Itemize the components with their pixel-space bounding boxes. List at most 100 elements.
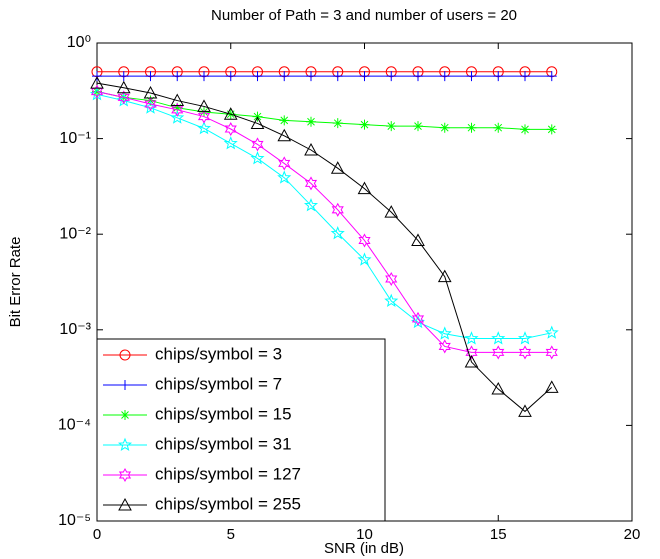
data-point bbox=[330, 226, 345, 240]
data-point bbox=[439, 71, 450, 82]
data-point bbox=[357, 252, 372, 266]
legend-label: chips/symbol = 3 bbox=[155, 344, 282, 363]
data-point bbox=[332, 118, 343, 129]
data-point bbox=[278, 156, 291, 171]
data-point bbox=[306, 71, 316, 82]
data-point bbox=[546, 71, 557, 82]
data-point bbox=[359, 119, 370, 130]
legend-marker bbox=[118, 497, 132, 511]
data-point bbox=[466, 122, 477, 133]
chart-title: Number of Path = 3 and number of users =… bbox=[211, 7, 517, 24]
data-point bbox=[385, 271, 398, 287]
legend-label: chips/symbol = 31 bbox=[155, 434, 292, 453]
x-tick-label: 15 bbox=[490, 526, 507, 543]
x-tick-label: 20 bbox=[624, 526, 641, 543]
data-point bbox=[438, 339, 451, 354]
data-point bbox=[544, 380, 559, 393]
data-point bbox=[546, 124, 557, 135]
data-point bbox=[199, 106, 209, 117]
data-point bbox=[197, 109, 211, 124]
legend-marker bbox=[120, 380, 130, 390]
data-point bbox=[491, 382, 506, 395]
data-point bbox=[170, 93, 185, 107]
data-point bbox=[384, 293, 399, 307]
data-point bbox=[520, 71, 530, 82]
y-tick-label: 10⁻¹ bbox=[59, 130, 91, 147]
data-point bbox=[304, 176, 318, 191]
data-point bbox=[251, 137, 264, 152]
data-point bbox=[359, 71, 370, 82]
x-axis-label: SNR (in dB) bbox=[324, 540, 404, 557]
legend-box bbox=[96, 338, 386, 522]
data-point bbox=[144, 96, 157, 112]
legend-label: chips/symbol = 7 bbox=[155, 374, 282, 393]
data-point bbox=[117, 90, 130, 105]
data-point bbox=[331, 202, 344, 217]
data-point bbox=[118, 71, 129, 82]
data-point bbox=[279, 115, 290, 126]
data-point bbox=[411, 311, 425, 326]
data-point bbox=[466, 71, 477, 82]
data-point bbox=[250, 151, 265, 165]
data-point bbox=[223, 136, 238, 150]
y-axis-label: Bit Error Rate bbox=[7, 237, 24, 328]
legend-label: chips/symbol = 127 bbox=[155, 464, 301, 483]
data-point bbox=[464, 331, 479, 345]
data-point bbox=[225, 71, 236, 82]
data-point bbox=[493, 122, 504, 133]
data-point bbox=[384, 205, 399, 218]
data-point bbox=[520, 124, 530, 135]
data-point bbox=[252, 71, 263, 82]
data-point bbox=[493, 71, 504, 82]
legend-marker bbox=[119, 349, 131, 361]
x-tick-label: 5 bbox=[227, 526, 235, 543]
data-point bbox=[518, 404, 532, 417]
data-point bbox=[116, 80, 131, 94]
x-tick-label: 10 bbox=[356, 526, 373, 543]
data-point bbox=[545, 345, 558, 360]
data-point bbox=[279, 71, 290, 82]
data-point bbox=[170, 110, 185, 124]
data-point bbox=[172, 102, 183, 113]
y-tick-label: 10⁻² bbox=[59, 225, 91, 242]
data-point bbox=[306, 116, 316, 127]
data-point bbox=[277, 170, 292, 184]
data-point bbox=[92, 86, 102, 97]
data-point bbox=[332, 71, 343, 82]
legend-label: chips/symbol = 255 bbox=[155, 494, 301, 513]
data-point bbox=[439, 122, 450, 133]
data-point bbox=[518, 345, 532, 360]
y-tick-label: 10⁻³ bbox=[59, 321, 91, 338]
data-point bbox=[357, 181, 372, 195]
data-point bbox=[143, 85, 158, 99]
data-point bbox=[171, 102, 184, 117]
data-point bbox=[277, 128, 292, 142]
data-point bbox=[172, 71, 183, 82]
data-point bbox=[517, 331, 533, 345]
y-tick-label: 10⁰ bbox=[67, 34, 91, 51]
legend-marker bbox=[120, 410, 130, 420]
data-point bbox=[303, 198, 319, 212]
data-point bbox=[197, 99, 211, 112]
data-point bbox=[90, 76, 104, 89]
data-point bbox=[437, 269, 452, 283]
data-point bbox=[224, 121, 237, 137]
data-point bbox=[386, 71, 397, 82]
x-tick-label: 0 bbox=[93, 526, 101, 543]
data-point bbox=[492, 345, 505, 360]
data-point bbox=[491, 331, 506, 345]
y-tick-label: 10⁻⁵ bbox=[58, 512, 91, 529]
data-point bbox=[358, 233, 371, 248]
data-point bbox=[196, 120, 212, 135]
data-point bbox=[437, 326, 452, 340]
data-point bbox=[544, 325, 559, 339]
legend-marker bbox=[117, 437, 133, 451]
data-point bbox=[413, 71, 423, 82]
data-point bbox=[465, 345, 478, 360]
data-point bbox=[304, 142, 318, 156]
data-point bbox=[145, 71, 156, 82]
data-point bbox=[199, 71, 209, 82]
data-point bbox=[330, 161, 345, 174]
data-point bbox=[386, 121, 397, 132]
